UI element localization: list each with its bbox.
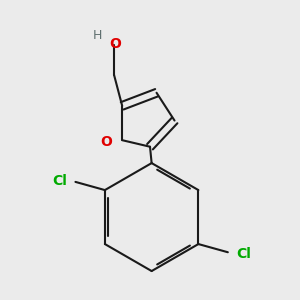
Text: O: O xyxy=(100,135,112,149)
Text: O: O xyxy=(110,37,122,51)
Text: H: H xyxy=(93,29,102,42)
Text: Cl: Cl xyxy=(236,247,251,260)
Text: Cl: Cl xyxy=(52,174,67,188)
